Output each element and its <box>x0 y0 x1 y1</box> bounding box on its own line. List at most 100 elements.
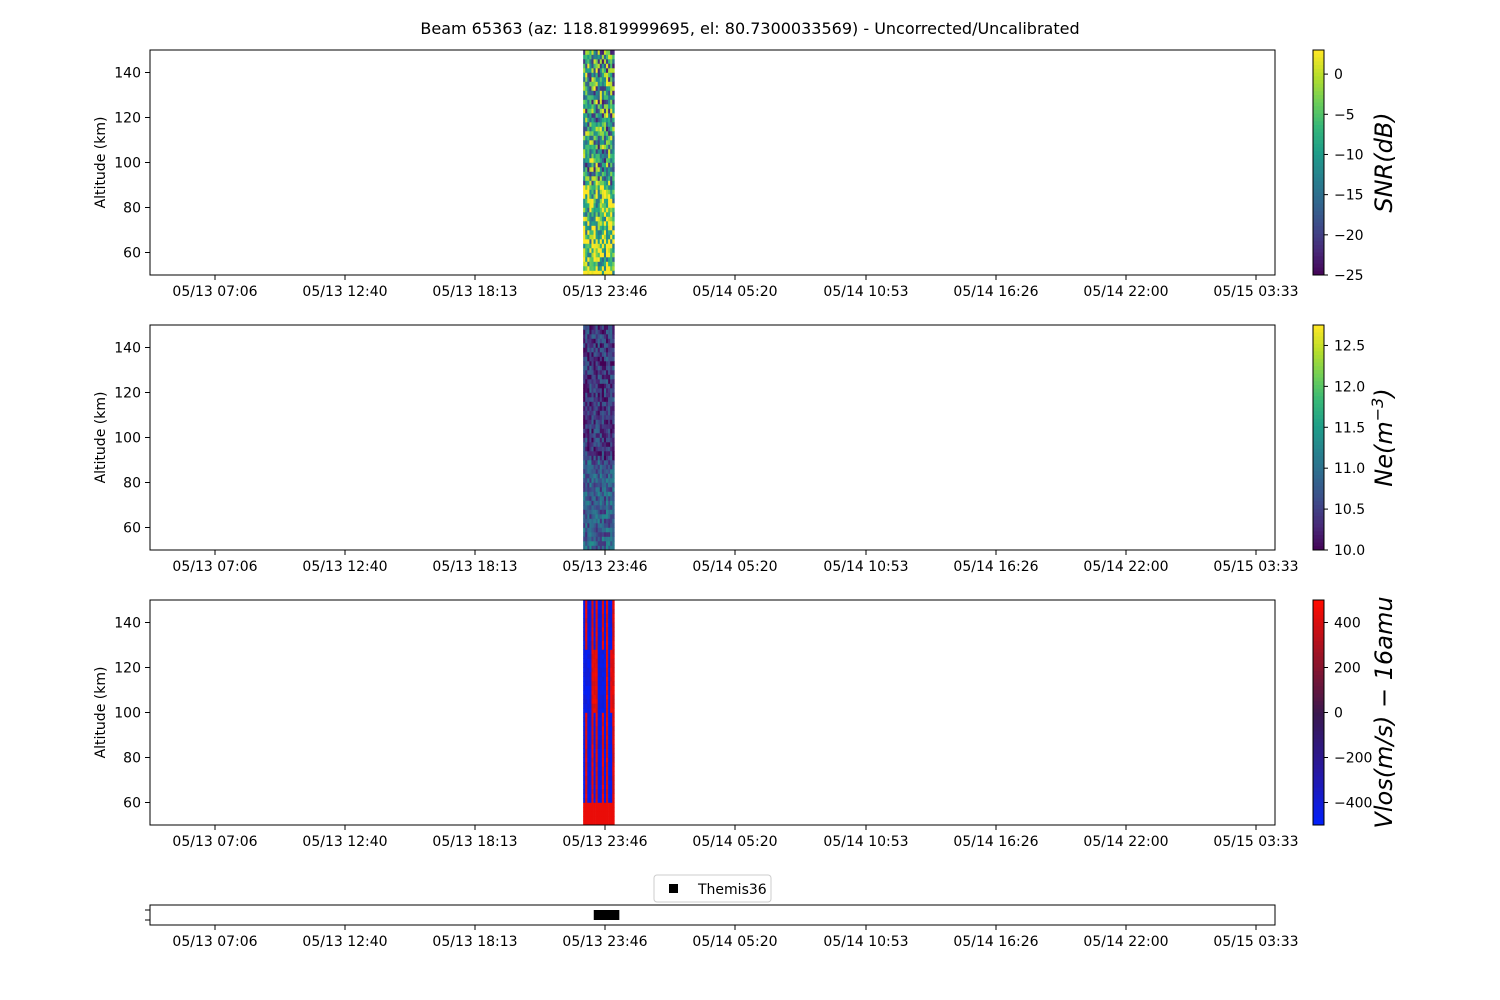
heatmap-cell <box>597 685 601 691</box>
heatmap-cell <box>589 455 592 461</box>
colorbar-segment <box>1313 795 1324 800</box>
heatmap-cell <box>589 334 592 339</box>
heatmap-cell <box>583 541 586 546</box>
heatmap-cell <box>587 807 590 812</box>
heatmap-cell <box>606 68 609 73</box>
heatmap-cell <box>601 482 605 488</box>
heatmap-cell <box>606 636 609 641</box>
heatmap-cell <box>597 690 601 695</box>
heatmap-cell <box>608 162 611 168</box>
heatmap-cell <box>606 252 609 258</box>
heatmap-cell <box>601 437 605 443</box>
heatmap-cell <box>612 793 615 799</box>
heatmap-cell <box>595 735 598 740</box>
heatmap-cell <box>610 171 613 177</box>
heatmap-cell <box>585 388 588 393</box>
heatmap-cell <box>608 739 611 745</box>
heatmap-cell <box>612 730 615 736</box>
heatmap-cell <box>603 77 607 82</box>
colorbar-segment <box>1313 727 1324 732</box>
heatmap-cell <box>587 180 590 186</box>
heatmap-cell <box>606 721 609 727</box>
colorbar-segment <box>1313 802 1324 807</box>
x-tick-label: 05/14 10:53 <box>823 834 908 850</box>
heatmap-cell <box>585 541 588 546</box>
heatmap-cell <box>608 487 611 492</box>
heatmap-cell <box>583 239 586 244</box>
heatmap-cell <box>601 77 605 82</box>
heatmap-cell <box>601 370 605 375</box>
heatmap-cell <box>608 649 611 655</box>
heatmap-cell <box>583 410 586 416</box>
heatmap-cell <box>597 248 601 253</box>
heatmap-cell <box>612 410 615 416</box>
heatmap-cell <box>601 631 605 637</box>
heatmap-cell <box>587 451 590 456</box>
heatmap-cell <box>612 352 615 357</box>
heatmap-cell <box>591 356 594 362</box>
heatmap-cell <box>612 370 615 375</box>
heatmap-cell <box>612 406 615 411</box>
heatmap-cell <box>597 81 601 87</box>
heatmap-cell <box>599 392 603 398</box>
heatmap-cell <box>603 672 607 677</box>
heatmap-cell <box>608 766 611 772</box>
heatmap-cell <box>608 437 611 443</box>
colorbar-segment <box>1313 233 1324 238</box>
heatmap-cell <box>597 816 601 821</box>
heatmap-cell <box>591 428 594 434</box>
heatmap-cell <box>585 636 588 641</box>
heatmap-cell <box>587 212 590 217</box>
colorbar-segment <box>1313 527 1324 532</box>
x-tick-label: 05/14 05:20 <box>692 834 777 850</box>
heatmap-cell <box>595 604 598 610</box>
heatmap-cell <box>583 451 586 456</box>
heatmap-cell <box>587 717 590 722</box>
heatmap-cell <box>601 99 605 105</box>
heatmap-cell <box>591 95 594 100</box>
heatmap-cell <box>610 270 613 276</box>
heatmap-cell <box>585 798 588 803</box>
heatmap-cell <box>601 131 605 136</box>
heatmap-cell <box>595 144 598 150</box>
heatmap-cell <box>595 406 598 411</box>
heatmap-cell <box>601 712 605 718</box>
heatmap-cell <box>606 663 609 668</box>
heatmap-cell <box>610 784 613 790</box>
heatmap-cell <box>610 72 613 78</box>
heatmap-cell <box>603 126 607 132</box>
heatmap-cell <box>597 415 601 420</box>
heatmap-cell <box>601 424 605 429</box>
heatmap-cell <box>606 270 609 276</box>
heatmap-cell <box>589 766 592 772</box>
colorbar-segment <box>1313 366 1324 371</box>
heatmap-cell <box>589 518 592 524</box>
heatmap-cell <box>585 748 588 754</box>
heatmap-cell <box>608 90 611 96</box>
heatmap-cell <box>589 482 592 488</box>
heatmap-cell <box>597 645 601 650</box>
heatmap-cell <box>583 379 586 384</box>
heatmap-cell <box>603 685 607 691</box>
heatmap-cell <box>603 266 607 271</box>
heatmap-cell <box>603 325 607 330</box>
heatmap-cell <box>610 451 613 456</box>
heatmap-cell <box>603 748 607 754</box>
colorbar-segment <box>1313 701 1324 706</box>
heatmap-cell <box>585 473 588 479</box>
heatmap-cell <box>593 189 596 195</box>
heatmap-cell <box>595 451 598 456</box>
heatmap-cell <box>603 230 607 235</box>
heatmap-cell <box>603 50 607 55</box>
heatmap-cell <box>599 694 603 700</box>
colorbar-segment <box>1313 241 1324 246</box>
heatmap-cell <box>608 117 611 123</box>
heatmap-cell <box>593 379 596 384</box>
heatmap-cell <box>606 334 609 339</box>
heatmap-cell <box>603 68 607 73</box>
heatmap-cell <box>593 640 596 646</box>
heatmap-cell <box>587 514 590 519</box>
heatmap-cell <box>589 248 592 253</box>
heatmap-cell <box>606 735 609 740</box>
heatmap-cell <box>589 694 592 700</box>
